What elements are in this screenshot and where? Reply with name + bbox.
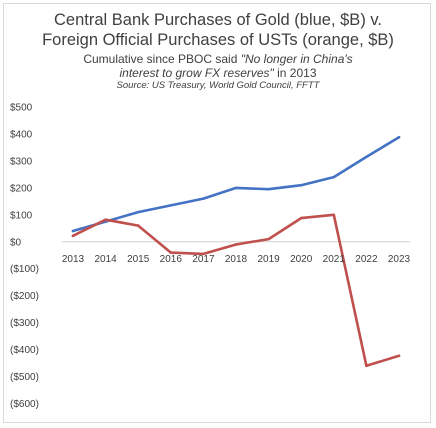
subtitle-quote-2: interest to grow FX reserves" [119, 66, 274, 80]
y-tick-label: $400 [10, 129, 33, 140]
series-2-point [202, 252, 205, 256]
series-1-point [169, 204, 173, 207]
series-1-point [332, 175, 336, 179]
series-1-point [202, 197, 205, 200]
series-2-point [234, 243, 238, 246]
x-tick-label: 2023 [388, 254, 411, 265]
y-tick-label: $100 [10, 210, 33, 221]
chart-title-line-2: Foreign Official Purchases of USTs (oran… [42, 31, 394, 49]
series-2-point [332, 213, 336, 217]
subtitle-lead: Cumulative since PBOC said [83, 52, 241, 66]
x-tick-label: 2022 [355, 254, 378, 265]
y-tick-label: ($200) [10, 291, 39, 302]
x-tick-label: 2014 [94, 254, 117, 265]
x-tick-label: 2013 [62, 254, 85, 265]
chart-source: Source: US Treasury, World Gold Council,… [116, 80, 320, 91]
subtitle-quote-1: "No longer in China's [240, 52, 353, 66]
chart-title-line-1: Central Bank Purchases of Gold (blue, $B… [53, 11, 383, 29]
series-1-point [397, 135, 401, 139]
x-tick-label: 2019 [257, 254, 280, 265]
subtitle-tail: in 2013 [273, 66, 317, 80]
x-tick-label: 2015 [127, 254, 150, 265]
series-1-point [71, 229, 75, 233]
series-1-point [267, 187, 270, 191]
series-2-point [365, 364, 368, 368]
y-tick-label: ($100) [10, 264, 39, 275]
y-tick-label: $0 [10, 237, 22, 248]
series-line-1 [71, 135, 401, 233]
series-1-point [234, 186, 238, 190]
series-1-point [365, 155, 368, 159]
y-tick-label: $500 [10, 103, 33, 114]
series-1-point [299, 183, 303, 187]
x-tick-label: 2016 [160, 254, 183, 265]
chart-frame [3, 3, 431, 423]
series-2-point [397, 354, 401, 358]
y-tick-label: ($300) [10, 318, 39, 329]
series-2-point [136, 224, 140, 227]
series-2-point [104, 218, 107, 221]
y-tick-label: ($500) [10, 372, 39, 383]
series-2-point [299, 216, 303, 220]
series-2-point [267, 237, 270, 241]
series-line-2 [71, 213, 401, 368]
series-2-point [71, 234, 75, 238]
chart-subtitle-line-1: Cumulative since PBOC said "No longer in… [0, 52, 436, 66]
y-tick-label: $200 [10, 183, 33, 194]
y-tick-label: ($600) [10, 399, 39, 410]
x-tick-label: 2021 [323, 254, 346, 265]
series-1-point [136, 210, 140, 214]
series-2-point [169, 251, 173, 254]
x-tick-label: 2017 [192, 254, 215, 265]
chart-subtitle-line-2: interest to grow FX reserves" in 2013 [0, 66, 436, 80]
y-tick-label: $300 [10, 156, 33, 167]
x-tick-label: 2018 [225, 254, 248, 265]
x-tick-label: 2020 [290, 254, 313, 265]
y-tick-label: ($400) [10, 345, 39, 356]
